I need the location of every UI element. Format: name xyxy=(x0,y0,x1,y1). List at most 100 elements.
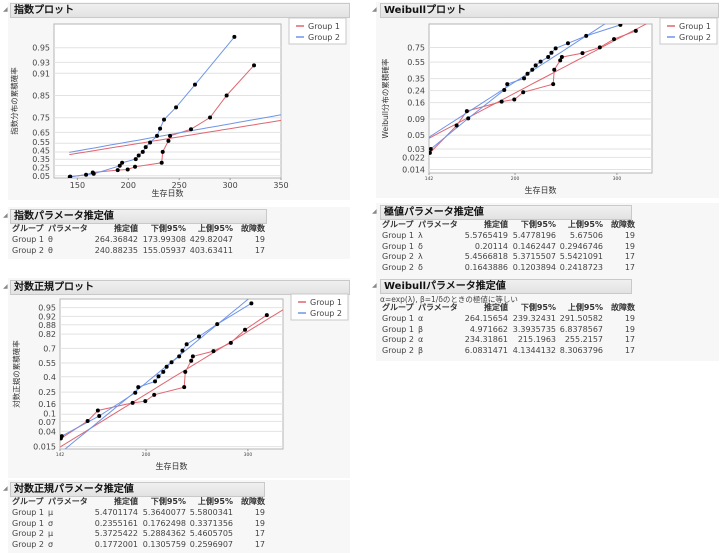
column-header: 推定値 xyxy=(484,303,508,312)
collapse-triangle-icon[interactable]: ◢ xyxy=(3,6,8,13)
table-cell: Group 2 xyxy=(382,252,414,262)
table-cell: μ xyxy=(48,507,54,517)
table-row: Group 2 λ 5.4566818 5.3715507 5.5421091 17 xyxy=(382,252,635,263)
table-row: Group 2 δ 0.1643886 0.1203894 0.2418723 17 xyxy=(382,263,635,274)
extreme-param-table: グループ パラメータ 推定値 下側95% 上側95% 故障数 Group 1 λ 5.57654… xyxy=(382,220,635,274)
column-header: 上側95% xyxy=(197,224,233,233)
column-header: グループ xyxy=(12,224,44,233)
collapse-triangle-icon[interactable]: ◢ xyxy=(372,282,377,289)
weibull-plot-panel xyxy=(376,2,719,198)
collapse-triangle-icon[interactable]: ◢ xyxy=(372,208,377,215)
table-cell: 291.50582 xyxy=(559,313,603,323)
weibull-table-header[interactable]: Weibullパラメータ推定値 xyxy=(380,279,632,294)
table-cell: δ xyxy=(418,263,423,273)
table-cell: 4.1344132 xyxy=(512,346,556,356)
table-cell: 5.5765419 xyxy=(464,230,508,240)
column-header: パラメータ xyxy=(48,497,88,506)
table-cell: λ xyxy=(418,230,423,240)
lognormal-plot-header[interactable]: 対数正規プロット xyxy=(10,280,350,295)
table-cell: λ xyxy=(418,252,423,262)
table-row: Group 2 σ 0.1772001 0.1305759 0.2596907 17 xyxy=(12,540,265,551)
table-row: Group 2 β 6.0831471 4.1344132 8.3063796 17 xyxy=(382,346,635,357)
table-cell: 17 xyxy=(624,252,635,262)
table-row: Group 1 α 264.15654 239.32431 291.50582 19 xyxy=(382,314,635,325)
table-cell: θ xyxy=(48,245,53,255)
table-cell: 5.67506 xyxy=(569,230,603,240)
table-cell: 5.3640077 xyxy=(142,507,186,517)
table-cell: 19 xyxy=(624,313,635,323)
table-row: Group 1 θ 264.36842 173.99308 429.82047 19 xyxy=(12,235,265,246)
table-row: Group 2 μ 5.3725422 5.2884362 5.4605705 17 xyxy=(12,529,265,540)
table-cell: Group 2 xyxy=(12,540,44,550)
weibull-param-table: グループ パラメータ 推定値 下側95% 上側95% 故障数 Group 1 α 264.156… xyxy=(382,303,635,357)
column-header: 故障数 xyxy=(241,497,265,506)
table-cell: θ xyxy=(48,234,53,244)
table-cell: 234.31861 xyxy=(464,335,508,345)
column-header: 上側95% xyxy=(567,303,603,312)
table-cell: 0.1305759 xyxy=(142,540,186,550)
exp-plot-header[interactable]: 指数プロット xyxy=(10,3,350,18)
weibull-plot-header[interactable]: Weibullプロット xyxy=(380,3,719,18)
column-header: グループ xyxy=(12,497,44,506)
column-header: パラメータ xyxy=(418,303,458,312)
collapse-triangle-icon[interactable]: ◢ xyxy=(3,283,8,290)
table-cell: Group 1 xyxy=(382,324,414,334)
table-cell: 239.32431 xyxy=(512,313,556,323)
table-cell: 0.20114 xyxy=(474,241,508,251)
column-header: 下側95% xyxy=(520,220,556,229)
column-header: パラメータ xyxy=(418,220,458,229)
table-cell: 240.88235 xyxy=(94,245,138,255)
table-cell: 403.63411 xyxy=(189,245,233,255)
table-cell: 0.1772001 xyxy=(94,540,138,550)
column-header: グループ xyxy=(382,220,414,229)
table-cell: δ xyxy=(418,241,423,251)
column-header: パラメータ xyxy=(48,224,88,233)
table-cell: 17 xyxy=(254,529,265,539)
column-header: 故障数 xyxy=(241,224,265,233)
weibull-note: α=exp(λ), β=1/δのときの極値に等しい xyxy=(380,295,518,304)
table-cell: σ xyxy=(48,518,54,528)
table-cell: 19 xyxy=(624,230,635,240)
table-cell: 5.4701174 xyxy=(94,507,138,517)
table-cell: 6.0831471 xyxy=(464,346,508,356)
column-header: 推定値 xyxy=(114,224,138,233)
table-cell: β xyxy=(418,346,424,356)
table-cell: 255.2157 xyxy=(564,335,603,345)
table-cell: Group 1 xyxy=(382,230,414,240)
table-cell: 0.1203894 xyxy=(512,263,556,273)
exp-table-header[interactable]: 指数パラメータ推定値 xyxy=(10,209,267,224)
table-cell: 17 xyxy=(624,346,635,356)
collapse-triangle-icon[interactable]: ◢ xyxy=(372,6,377,13)
column-header: 上側95% xyxy=(567,220,603,229)
table-row: Group 1 σ 0.2355161 0.1762498 0.3371356 19 xyxy=(12,519,265,530)
table-row: Group 2 θ 240.88235 155.05937 403.63411 17 xyxy=(12,246,265,257)
table-cell: σ xyxy=(48,540,54,550)
table-cell: 8.3063796 xyxy=(559,346,603,356)
table-cell: 17 xyxy=(624,263,635,273)
table-cell: Group 1 xyxy=(382,313,414,323)
table-cell: 19 xyxy=(254,518,265,528)
column-header: 故障数 xyxy=(611,220,635,229)
table-cell: α xyxy=(418,313,424,323)
table-cell: 0.2596907 xyxy=(189,540,233,550)
table-cell: 5.4566818 xyxy=(464,252,508,262)
table-row: Group 2 α 234.31861 215.1963 255.2157 17 xyxy=(382,335,635,346)
collapse-triangle-icon[interactable]: ◢ xyxy=(3,485,8,492)
table-cell: 5.4778196 xyxy=(512,230,556,240)
collapse-triangle-icon[interactable]: ◢ xyxy=(3,212,8,219)
table-cell: 5.4605705 xyxy=(189,529,233,539)
table-header-row: グループ パラメータ 推定値 下側95% 上側95% 故障数 xyxy=(12,497,265,508)
extreme-table-header[interactable]: 極値パラメータ推定値 xyxy=(380,205,632,220)
table-row: Group 1 β 4.971662 3.3935735 6.8378567 19 xyxy=(382,325,635,336)
table-cell: 173.99308 xyxy=(142,234,186,244)
table-cell: Group 2 xyxy=(12,245,44,255)
table-cell: Group 2 xyxy=(382,346,414,356)
lognormal-param-table: グループ パラメータ 推定値 下側95% 上側95% 故障数 Group 1 μ 5.47011… xyxy=(12,497,265,551)
table-cell: 17 xyxy=(254,245,265,255)
table-cell: 17 xyxy=(254,540,265,550)
table-cell: 5.5800341 xyxy=(189,507,233,517)
table-cell: 0.2946746 xyxy=(559,241,603,251)
lognormal-table-header[interactable]: 対数正規パラメータ推定値 xyxy=(10,482,265,497)
column-header: 下側95% xyxy=(150,224,186,233)
table-cell: 264.15654 xyxy=(464,313,508,323)
